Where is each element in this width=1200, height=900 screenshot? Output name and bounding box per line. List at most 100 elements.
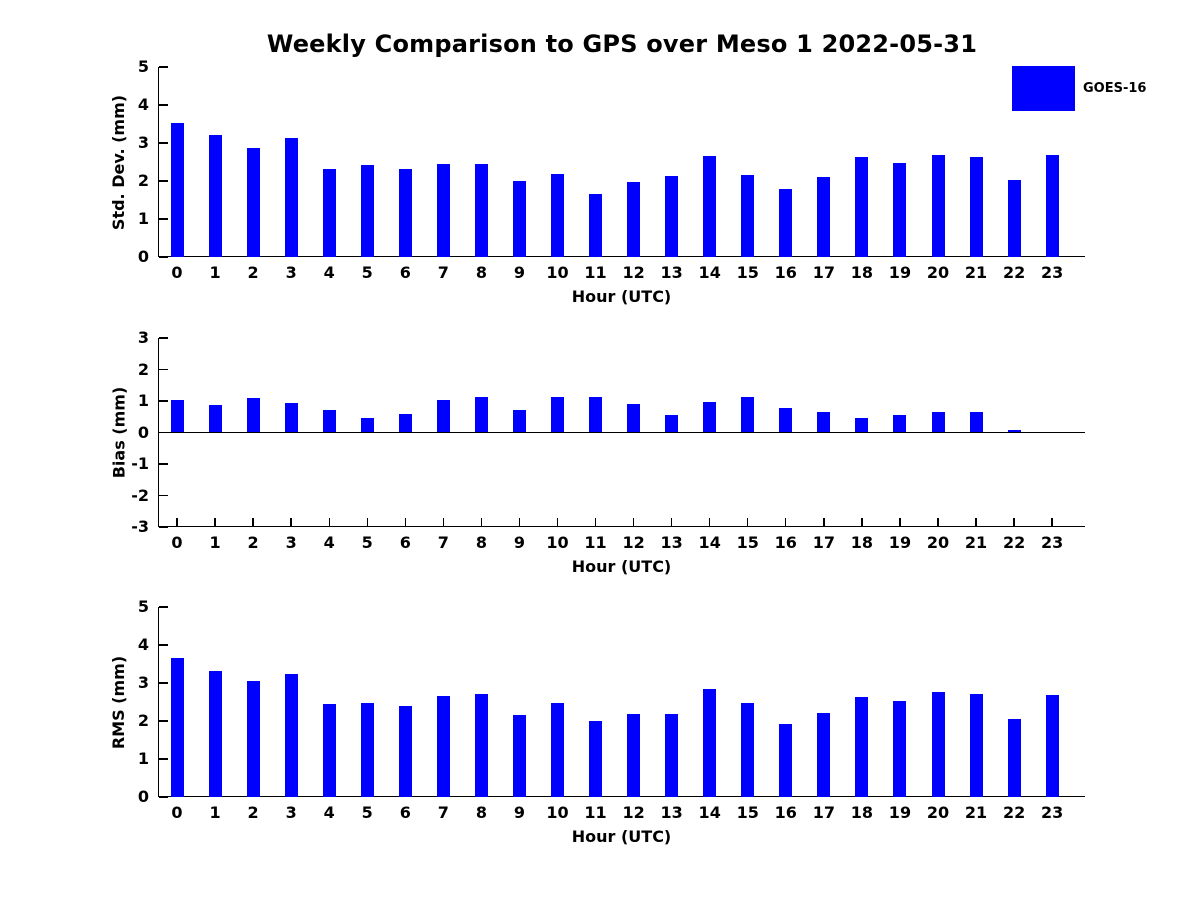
bar-hour-2	[246, 148, 260, 257]
y-tick-label: 1	[137, 391, 149, 410]
y-tick-label: 2	[137, 171, 149, 190]
bar-hour-6	[398, 168, 412, 257]
x-tick-label: 19	[888, 533, 912, 552]
bar-hour-4	[322, 168, 336, 257]
x-tick-label: 21	[964, 533, 988, 552]
x-tick-label: 17	[812, 263, 835, 282]
bar-hour-9	[512, 410, 526, 433]
x-tick	[823, 518, 825, 526]
x-tick-label: 15	[736, 263, 759, 282]
x-tick-label: 3	[285, 803, 297, 822]
x-tick-label: 4	[323, 263, 335, 282]
y-axis-title-text: Std. Dev. (mm)	[109, 94, 129, 230]
bar-hour-17	[817, 177, 831, 257]
x-tick	[632, 518, 635, 526]
x-tick-label: 15	[736, 803, 759, 822]
x-tick-label: 9	[513, 263, 526, 282]
bar-hour-13	[665, 713, 679, 797]
bar-hour-10	[551, 397, 564, 433]
bar-hour-20	[931, 412, 945, 433]
x-tick-label: 10	[546, 263, 569, 282]
x-tick-label: 13	[660, 533, 683, 552]
bar-hour-21	[969, 156, 983, 257]
y-tick	[159, 526, 168, 528]
x-tick-label: 7	[437, 263, 449, 282]
bar-hour-6	[398, 706, 412, 797]
bar-hour-16	[779, 723, 793, 797]
x-tick-label: 17	[812, 803, 835, 822]
x-tick	[1051, 518, 1053, 526]
x-tick-label: 2	[247, 533, 259, 552]
bar-hour-1	[208, 405, 222, 433]
bar-hour-17	[817, 712, 831, 797]
y-tick	[159, 400, 168, 402]
y-tick-label: -3	[131, 517, 149, 536]
x-tick-label: 16	[774, 803, 797, 822]
x-tick-label: 22	[1002, 803, 1026, 822]
bar-hour-23	[1045, 695, 1059, 797]
panel-rms: RMS (mm) 0 1 2 3 4 5 0 1 2 3 4 5 6 7 8 9 10 11 12 13 14 15 16 1…	[110, 599, 1085, 846]
x-tick-label: 4	[323, 803, 335, 822]
x-tick-label: 8	[475, 533, 487, 552]
y-axis-title: RMS (mm)	[110, 607, 129, 797]
x-tick	[366, 518, 368, 526]
bar-hour-2	[246, 397, 260, 433]
bar-hour-18	[855, 418, 869, 433]
bar-hour-19	[893, 414, 907, 433]
x-tick-label: 14	[698, 533, 721, 552]
x-tick-label: 23	[1041, 533, 1064, 552]
bar-hour-21	[969, 412, 983, 433]
bar-hour-16	[779, 189, 793, 257]
y-tick-label: 1	[137, 209, 149, 228]
bar-hour-0	[170, 399, 184, 433]
bar-hour-11	[589, 721, 603, 797]
y-tick	[159, 218, 168, 220]
bar-hour-3	[284, 402, 298, 433]
y-tick	[159, 180, 168, 182]
x-tick-label: 9	[513, 803, 526, 822]
x-tick-label: 19	[888, 263, 912, 282]
y-tick-label: 5	[137, 57, 149, 76]
x-tick-label: 1	[209, 533, 221, 552]
x-tick-label: 4	[323, 533, 335, 552]
x-tick-label: 3	[285, 533, 297, 552]
y-tick	[159, 256, 168, 258]
bar-hour-22	[1007, 180, 1021, 257]
y-axis-title: Std. Dev. (mm)	[109, 67, 129, 257]
panel-bias: Bias (mm) 3 2 1 0 -1 -2 -3 0 1 2 3 4 5 6 7 8 9 10 11 12 13 14…	[110, 330, 1085, 576]
x-tick	[899, 518, 901, 526]
x-tick	[670, 518, 673, 526]
x-tick-label: 18	[850, 533, 874, 552]
bar-hour-23	[1045, 154, 1059, 257]
x-tick-label: 17	[812, 533, 835, 552]
y-tick	[159, 644, 168, 646]
bar-hour-8	[474, 694, 488, 797]
bar-hour-14	[703, 155, 717, 257]
bar-hour-12	[627, 713, 641, 797]
bar-hour-15	[741, 174, 755, 257]
y-tick-label: -1	[131, 454, 149, 473]
y-tick	[159, 606, 168, 608]
x-tick-label: 13	[660, 263, 683, 282]
x-tick-label: 11	[584, 263, 607, 282]
bar-hour-22	[1007, 430, 1021, 433]
y-tick-label: 0	[137, 422, 149, 442]
x-tick-label: 11	[584, 533, 607, 552]
y-tick-label: 4	[137, 635, 149, 654]
x-tick-label: 6	[399, 803, 411, 822]
bar-hour-18	[855, 157, 869, 257]
bar-hour-19	[893, 701, 907, 797]
panel-std-dev: Std. Dev. (mm) 0 1 2 3 4 5 0 1 2 3 4 5 6 7 8 9 10 11 12 13 1…	[110, 59, 1085, 306]
x-tick-label: 12	[622, 533, 645, 552]
x-axis-title: Hour (UTC)	[571, 557, 672, 576]
x-tick	[747, 518, 749, 526]
y-tick	[159, 337, 168, 339]
bar-hour-10	[551, 702, 564, 797]
bar-hour-22	[1007, 719, 1021, 797]
y-tick	[159, 66, 168, 68]
y-tick-label: 1	[137, 749, 149, 768]
bar-hour-4	[322, 703, 336, 797]
zero-line	[159, 431, 1085, 434]
x-tick	[328, 518, 330, 526]
